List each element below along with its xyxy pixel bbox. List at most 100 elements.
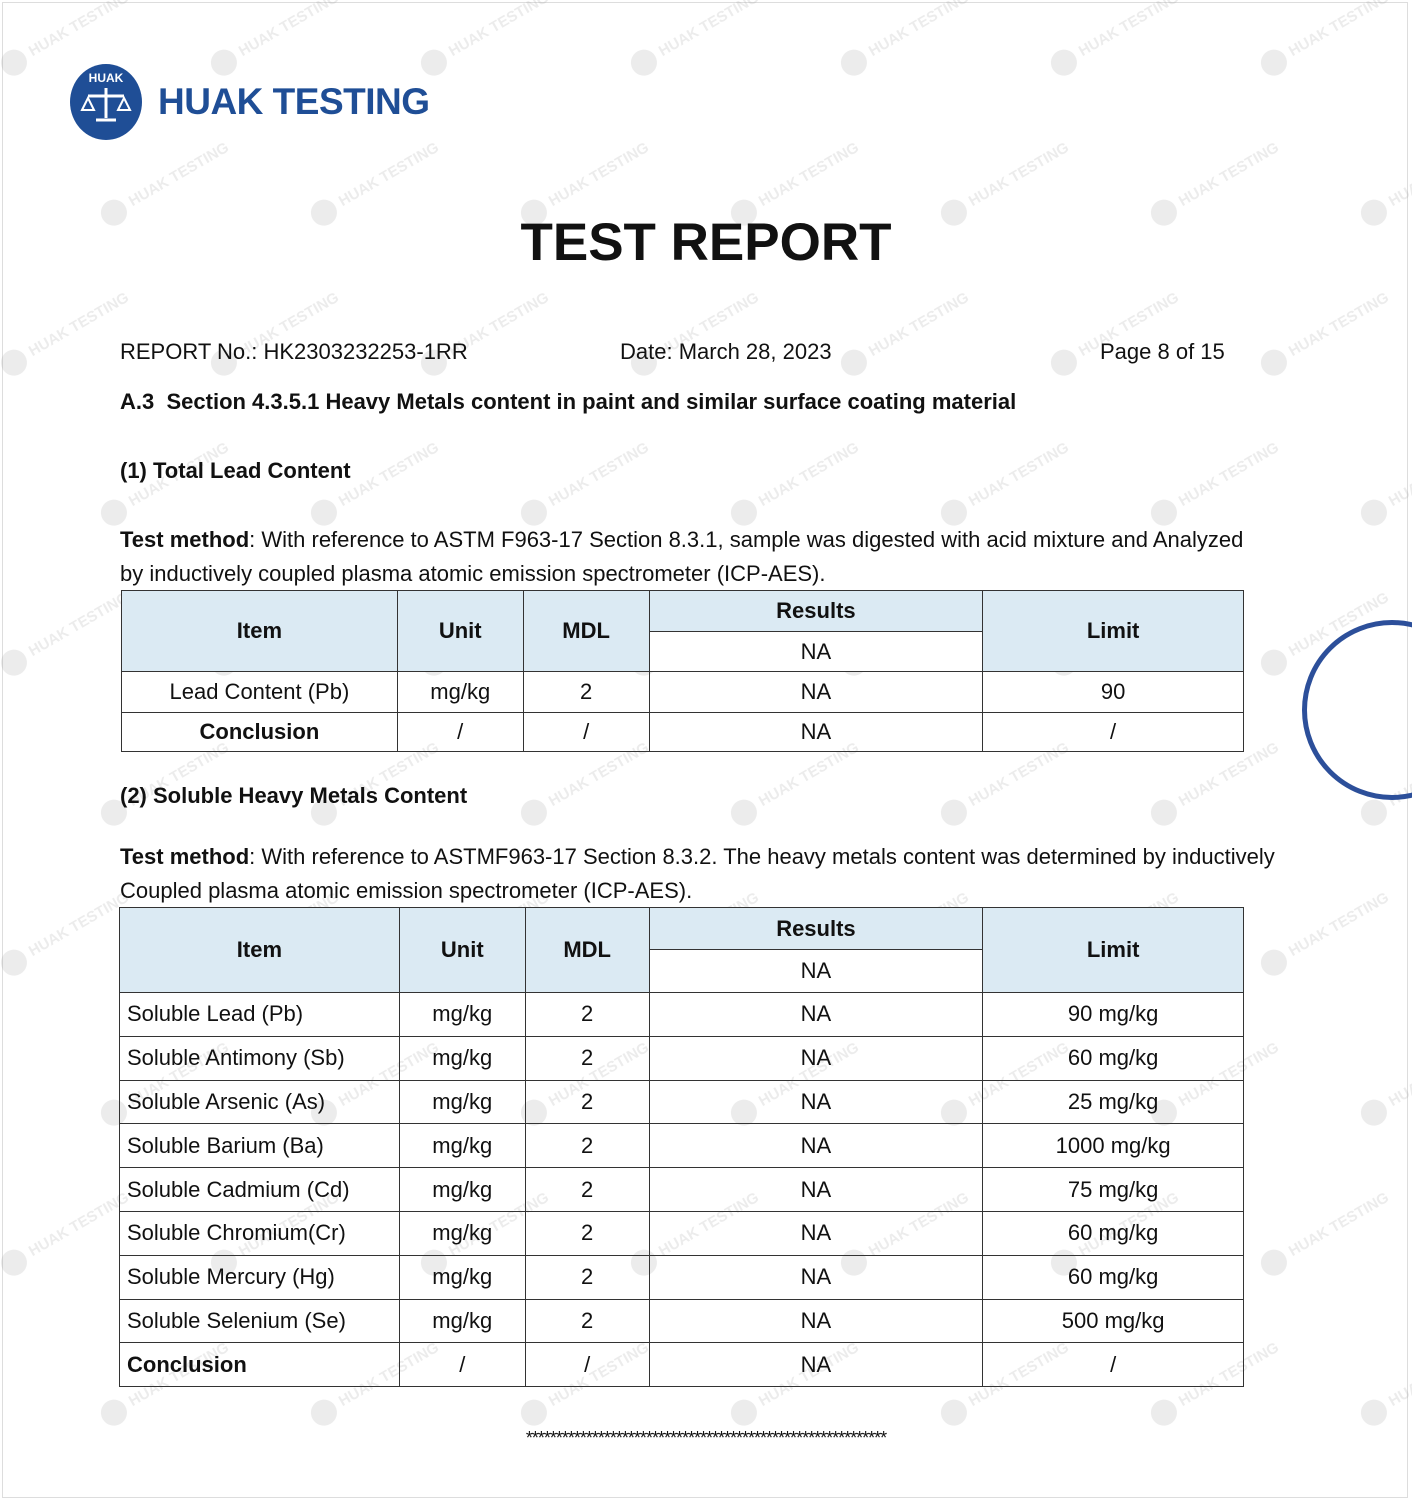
cell-result: NA — [648, 671, 984, 713]
header-limit: Limit — [982, 590, 1244, 672]
table-row: Soluble Lead (Pb) mg/kg 2 NA 90 mg/kg — [119, 992, 1244, 1037]
header-mdl: MDL — [524, 907, 650, 993]
header-item: Item — [119, 907, 400, 993]
table-row: Soluble Arsenic (As) mg/kg 2 NA 25 mg/kg — [119, 1079, 1244, 1125]
cell-mdl: 2 — [524, 1298, 650, 1344]
cell-unit: mg/kg — [398, 1254, 526, 1300]
cell-result: NA — [648, 1254, 984, 1300]
cell-item: Conclusion — [119, 1342, 400, 1388]
part1-method: Test method: With reference to ASTM F963… — [120, 523, 1260, 591]
cell-mdl: 2 — [524, 1167, 650, 1212]
company-logo: HUAK HUAK TESTING — [68, 62, 430, 142]
table-row: Soluble Chromium(Cr) mg/kg 2 NA 60 mg/kg — [119, 1210, 1244, 1256]
cell-result: NA — [648, 1079, 984, 1125]
conclusion-row: Conclusion / / NA / — [121, 712, 1244, 752]
cell-result: NA — [648, 1210, 984, 1256]
cell-item: Soluble Antimony (Sb) — [119, 1035, 400, 1081]
cell-item: Soluble Barium (Ba) — [119, 1123, 400, 1169]
cell-item: Soluble Cadmium (Cd) — [119, 1167, 400, 1212]
method-label: Test method — [120, 527, 250, 552]
cell-limit: 90 mg/kg — [982, 992, 1244, 1037]
part2-heading: (2) Soluble Heavy Metals Content — [120, 783, 468, 808]
cell-item: Conclusion — [121, 712, 398, 752]
page-number: Page 8 of 15 — [1100, 339, 1225, 364]
cell-unit: mg/kg — [398, 1167, 526, 1212]
method-text: : With reference to ASTM F963-17 Section… — [120, 527, 1244, 586]
cell-unit: / — [396, 712, 524, 752]
cell-unit: / — [398, 1342, 526, 1388]
conclusion-row: Conclusion / / NA / — [119, 1342, 1244, 1388]
cell-result: NA — [648, 1298, 984, 1344]
header-results: Results — [648, 590, 984, 632]
company-name: HUAK TESTING — [158, 81, 430, 122]
cell-limit: 60 mg/kg — [982, 1210, 1244, 1256]
end-of-report-marker: ****************************************… — [525, 1428, 887, 1448]
header-unit: Unit — [398, 907, 526, 993]
cell-limit: 25 mg/kg — [982, 1079, 1244, 1125]
cell-limit: 60 mg/kg — [982, 1035, 1244, 1081]
svg-text:HUAK: HUAK — [89, 71, 124, 85]
table-row: Soluble Barium (Ba) mg/kg 2 NA 1000 mg/kg — [119, 1123, 1244, 1169]
table-row: Soluble Cadmium (Cd) mg/kg 2 NA 75 mg/kg — [119, 1167, 1244, 1212]
cell-mdl: 2 — [524, 1035, 650, 1081]
cell-unit: mg/kg — [398, 1035, 526, 1081]
cell-limit: / — [982, 1342, 1244, 1388]
section-heading: A.3 Section 4.3.5.1 Heavy Metals content… — [120, 389, 1016, 415]
table-row: Soluble Selenium (Se) mg/kg 2 NA 500 mg/kg — [119, 1298, 1244, 1344]
cell-unit: mg/kg — [398, 1079, 526, 1125]
header-limit: Limit — [982, 907, 1244, 993]
cell-result: NA — [648, 1035, 984, 1081]
lead-content-table: Item Unit MDL Results Limit NA Lead Cont… — [121, 590, 1244, 752]
header-mdl: MDL — [522, 590, 650, 672]
cell-limit: 60 mg/kg — [982, 1254, 1244, 1300]
report-date: Date: March 28, 2023 — [620, 339, 832, 364]
part2-method: Test method: With reference to ASTMF963-… — [120, 840, 1280, 908]
cell-item: Lead Content (Pb) — [121, 671, 398, 713]
cell-item: Soluble Chromium(Cr) — [119, 1210, 400, 1256]
scales-seal-icon: HUAK — [70, 64, 142, 140]
cell-mdl: / — [524, 1342, 650, 1388]
header-result-sub: NA — [648, 949, 984, 993]
cell-unit: mg/kg — [398, 1298, 526, 1344]
cell-item: Soluble Lead (Pb) — [119, 992, 400, 1037]
table-row: Soluble Mercury (Hg) mg/kg 2 NA 60 mg/kg — [119, 1254, 1244, 1300]
cell-result: NA — [648, 1123, 984, 1169]
cell-limit: 1000 mg/kg — [982, 1123, 1244, 1169]
method-label: Test method — [120, 844, 250, 869]
header-result-sub: NA — [648, 631, 984, 672]
report-number: REPORT No.: HK2303232253-1RR — [120, 339, 468, 364]
cell-result: NA — [648, 992, 984, 1037]
cell-item: Soluble Mercury (Hg) — [119, 1254, 400, 1300]
header-results: Results — [648, 907, 984, 950]
cell-unit: mg/kg — [398, 1210, 526, 1256]
cell-result: NA — [648, 1342, 984, 1388]
cell-mdl: 2 — [524, 1210, 650, 1256]
table-row: Lead Content (Pb) mg/kg 2 NA 90 — [121, 671, 1244, 713]
header-item: Item — [121, 590, 398, 672]
header-unit: Unit — [396, 590, 524, 672]
cell-item: Soluble Arsenic (As) — [119, 1079, 400, 1125]
cell-item: Soluble Selenium (Se) — [119, 1298, 400, 1344]
soluble-metals-table: Item Unit MDL Results Limit NA Soluble L… — [119, 907, 1244, 1388]
cell-result: NA — [648, 1167, 984, 1212]
part1-heading: (1) Total Lead Content — [120, 458, 351, 483]
cell-limit: / — [982, 712, 1244, 752]
table-row: Soluble Antimony (Sb) mg/kg 2 NA 60 mg/kg — [119, 1035, 1244, 1081]
cell-mdl: / — [522, 712, 650, 752]
cell-limit: 75 mg/kg — [982, 1167, 1244, 1212]
cell-limit: 90 — [982, 671, 1244, 713]
cell-unit: mg/kg — [398, 1123, 526, 1169]
method-text: : With reference to ASTMF963-17 Section … — [120, 844, 1275, 903]
cell-mdl: 2 — [522, 671, 650, 713]
report-title: TEST REPORT — [520, 213, 892, 272]
section-number: A.3 — [120, 389, 155, 414]
cell-mdl: 2 — [524, 992, 650, 1037]
cell-limit: 500 mg/kg — [982, 1298, 1244, 1344]
section-title: Section 4.3.5.1 Heavy Metals content in … — [166, 389, 1017, 414]
cell-unit: mg/kg — [398, 992, 526, 1037]
cell-mdl: 2 — [524, 1123, 650, 1169]
cell-unit: mg/kg — [396, 671, 524, 713]
cell-mdl: 2 — [524, 1079, 650, 1125]
cell-result: NA — [648, 712, 984, 752]
cell-mdl: 2 — [524, 1254, 650, 1300]
